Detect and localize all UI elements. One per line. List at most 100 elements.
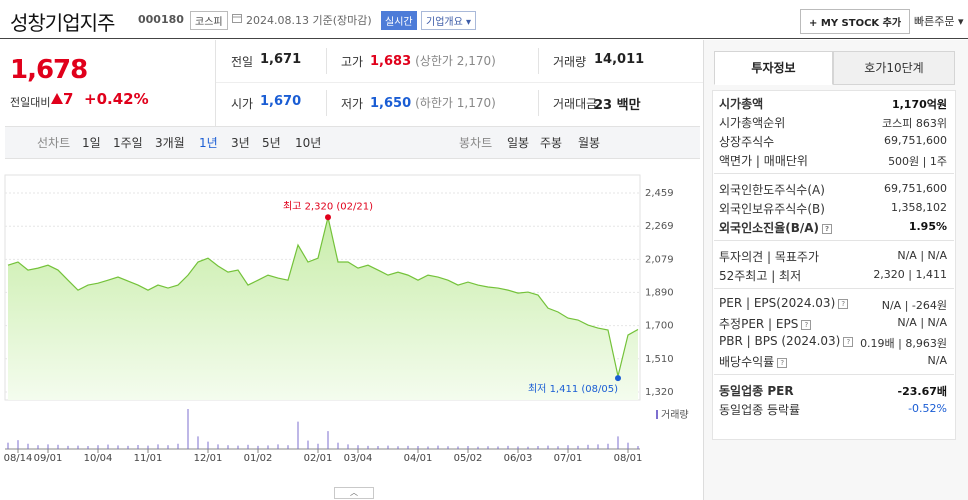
volume-bar <box>257 445 259 449</box>
divider <box>326 48 327 74</box>
candle-tab[interactable]: 주봉 <box>540 136 563 150</box>
info-label: 상장주식수 <box>719 135 775 149</box>
volume-bar <box>37 445 39 449</box>
volume-bar <box>577 445 579 449</box>
min-label: 최저 1,411 (08/05) <box>528 383 618 395</box>
stat-label: 시가 <box>231 97 254 111</box>
y-tick-label: 1,700 <box>645 321 674 332</box>
invest-box <box>712 90 956 440</box>
help-icon[interactable]: ? <box>822 223 833 234</box>
info-value: 69,751,600 <box>884 182 947 195</box>
x-tick-label: 05/02 <box>454 453 483 464</box>
volume-bar <box>537 446 539 449</box>
info-value: 1,170억원 <box>891 98 947 111</box>
volume-bar <box>627 442 629 449</box>
y-tick-label: 1,510 <box>645 354 674 365</box>
calendar-icon <box>232 14 242 23</box>
company-info-button[interactable]: 기업개요 ▾ <box>421 11 477 30</box>
volume-bar <box>427 446 429 449</box>
range-tab[interactable]: 1주일 <box>113 136 143 150</box>
volume-bar <box>117 445 119 449</box>
quick-order[interactable]: 빠른주문 ▾ <box>914 15 964 28</box>
volume-bar <box>97 445 99 449</box>
stat-value: 1,671 <box>260 52 302 67</box>
range-tab[interactable]: 10년 <box>295 136 322 150</box>
chart-tab-bar <box>5 126 700 159</box>
x-tick-label: 08/01 <box>614 453 643 464</box>
min-marker <box>615 375 621 382</box>
quick-order-text: 빠른주문 <box>914 15 955 28</box>
help-icon[interactable]: ? <box>801 319 812 330</box>
volume-bar <box>17 440 19 449</box>
panel-tab[interactable]: 투자정보 <box>714 51 833 85</box>
volume-bar <box>447 446 449 449</box>
help-icon[interactable]: ? <box>777 357 788 368</box>
divider <box>326 90 327 116</box>
volume-bar <box>137 445 139 449</box>
mystock-button[interactable]: + MY STOCK 추가 <box>800 9 911 34</box>
help-icon[interactable]: ? <box>843 336 854 347</box>
x-tick-label: 06/03 <box>504 453 533 464</box>
stat-label: 전일 <box>231 55 254 69</box>
x-tick-label: 12/01 <box>194 453 223 464</box>
info-value: 69,751,600 <box>884 134 947 147</box>
stat-label: 거래대금 <box>553 97 598 111</box>
help-icon[interactable]: ? <box>838 298 849 309</box>
company-info-text: 기업개요 <box>426 17 463 28</box>
volume-bar <box>267 445 269 449</box>
volume-bar <box>467 446 469 449</box>
range-tab[interactable]: 3년 <box>231 136 250 150</box>
panel-tab[interactable]: 호가10단계 <box>833 51 955 85</box>
volume-bar <box>227 445 229 449</box>
y-tick-label: 1,320 <box>645 387 674 398</box>
market-badge: 코스피 <box>190 11 228 30</box>
range-tab[interactable]: 1년 <box>199 136 218 150</box>
volume-bar <box>307 440 309 449</box>
volume-bar <box>127 445 129 449</box>
volume-bar <box>147 445 149 449</box>
range-tab[interactable]: 5년 <box>262 136 281 150</box>
volume-bar <box>87 446 89 449</box>
volume-bar <box>157 444 159 449</box>
stat-value: 1,670 <box>260 94 302 109</box>
x-tick-label: 08/14 <box>4 453 33 464</box>
section-divider <box>714 374 954 375</box>
info-label: 외국인소진율(B/A)? <box>719 219 833 236</box>
info-value: N/A | N/A <box>897 249 947 262</box>
x-tick-label: 01/02 <box>244 453 273 464</box>
up-arrow <box>51 93 63 104</box>
chart-toggle[interactable]: ︿ <box>334 487 374 499</box>
volume-bar <box>327 431 329 449</box>
divider <box>215 40 216 126</box>
info-value: -0.52% <box>908 402 947 415</box>
x-tick-label: 09/01 <box>34 453 63 464</box>
info-value: 1.95% <box>908 220 947 233</box>
price-area <box>8 217 638 400</box>
volume-bar <box>177 443 179 449</box>
candle-tab[interactable]: 일봉 <box>507 136 530 150</box>
change-label: 전일대비 <box>10 96 51 109</box>
info-value: N/A | -264원 <box>881 299 947 312</box>
volume-legend: 거래량 <box>661 409 689 421</box>
info-value: N/A <box>927 354 947 367</box>
y-tick-label: 1,890 <box>645 287 674 298</box>
volume-bar <box>67 445 69 449</box>
volume-bar <box>237 445 239 449</box>
volume-bar <box>47 444 49 449</box>
volume-bar <box>27 443 29 449</box>
info-value: 코스피 863위 <box>882 117 947 130</box>
max-label: 최고 2,320 (02/21) <box>283 200 373 212</box>
date-value: 2024.08.13 <box>246 14 309 27</box>
volume-bar <box>207 441 209 449</box>
stat-label: 저가 <box>341 97 364 111</box>
stat-value: 1,650 (하한가 1,170) <box>370 96 496 111</box>
date-basis: 기준(장마감) <box>312 14 372 27</box>
volume-bar <box>457 446 459 449</box>
range-tab[interactable]: 3개월 <box>155 136 185 150</box>
realtime-badge[interactable]: 실시간 <box>381 11 417 30</box>
range-tab[interactable]: 1일 <box>82 136 101 150</box>
header-rule <box>0 38 968 39</box>
candle-tab[interactable]: 월봉 <box>578 136 601 150</box>
